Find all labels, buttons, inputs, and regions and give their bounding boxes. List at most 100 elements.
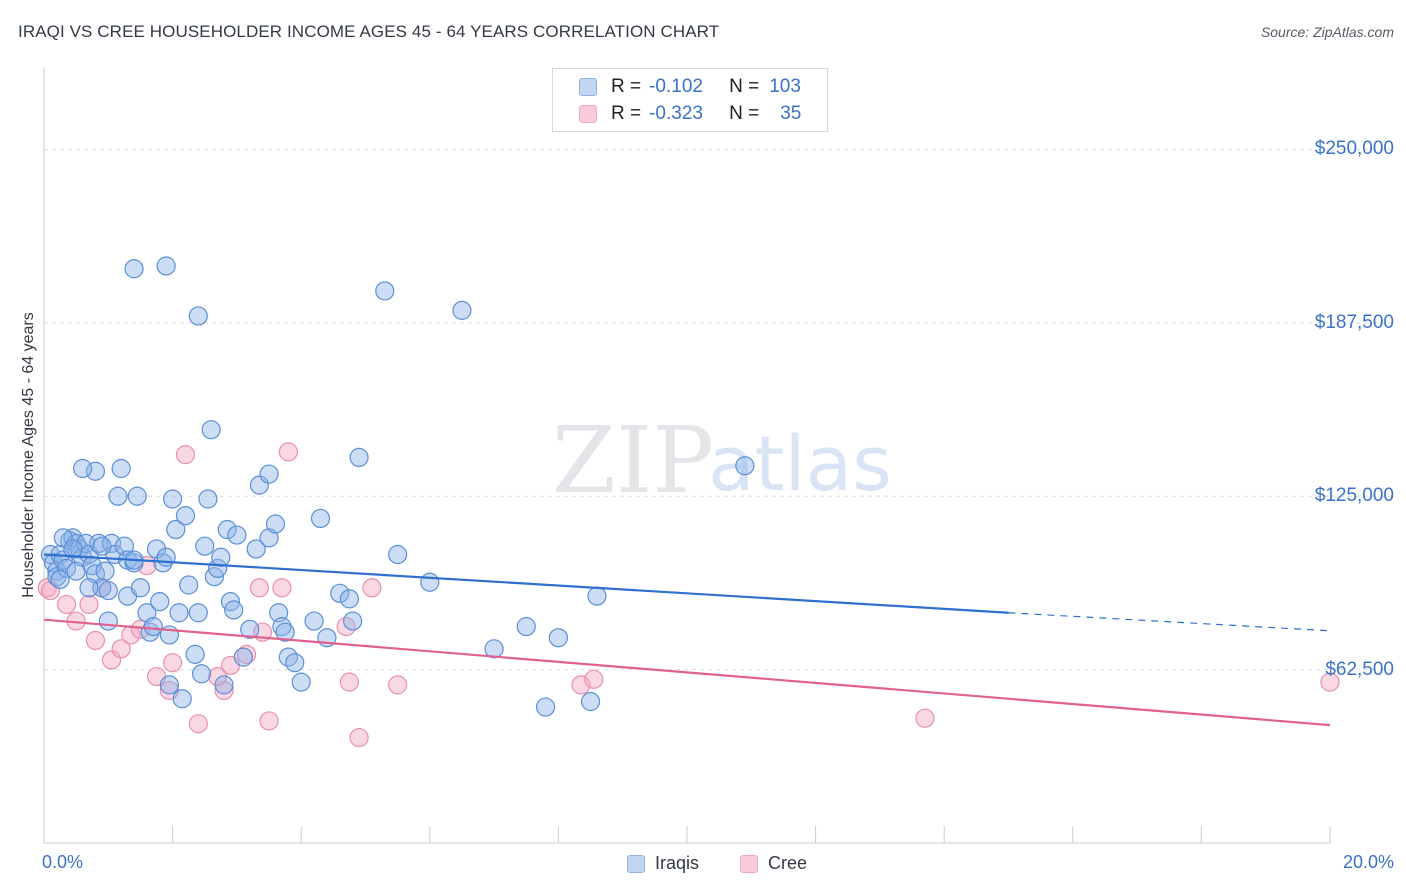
cree-point — [236, 644, 257, 664]
iraqis-point — [79, 578, 99, 598]
iraqis-point — [291, 672, 311, 692]
legend-n-value-cree: 35 — [780, 103, 802, 124]
legend-r-value-cree: -0.323 — [649, 103, 703, 124]
iraqis-point — [587, 586, 607, 606]
cree-point — [584, 669, 604, 689]
watermark-zip: ZIP — [552, 407, 714, 514]
iraqis-point — [188, 306, 208, 326]
legend-n-value-iraqis: 103 — [769, 76, 801, 97]
cree-point — [278, 442, 298, 462]
iraqis-point — [249, 475, 270, 495]
legend-n-label: N = — [729, 103, 760, 124]
iraqis-point — [484, 639, 504, 659]
iraqis-point — [127, 486, 147, 506]
cree-point — [163, 653, 183, 673]
cree-point — [175, 445, 196, 465]
iraqis-point — [272, 617, 292, 637]
iraqis-point — [188, 603, 208, 623]
iraqis-point — [310, 508, 331, 529]
iraqis-point — [169, 603, 189, 623]
iraqis-point — [548, 628, 569, 648]
iraqis-point — [259, 464, 279, 484]
iraqis-point — [349, 447, 369, 468]
cree-point — [85, 630, 106, 651]
source-label: Source: ZipAtlas.com — [1260, 24, 1394, 40]
cree-point — [101, 650, 122, 670]
iraqis-point — [580, 691, 601, 712]
iraqis-point — [240, 619, 260, 639]
iraqis-point — [50, 569, 70, 590]
iraqis-point — [275, 622, 295, 642]
cree-point — [915, 708, 935, 728]
cree-point — [56, 594, 77, 615]
legend-n-label: N = — [729, 76, 760, 97]
iraqis-point — [53, 528, 73, 548]
iraqis-point — [535, 697, 556, 717]
iraqis-point — [159, 675, 179, 695]
cree-swatch — [579, 105, 597, 123]
cree-point — [79, 594, 99, 615]
iraqis-point — [198, 489, 218, 509]
iraqis-point — [111, 458, 131, 479]
trend-lines — [43, 553, 1331, 727]
iraqis-point — [211, 547, 231, 567]
iraqis-point — [47, 567, 67, 587]
iraqis-point — [339, 589, 360, 609]
y-tick-label: $187,500 — [1314, 311, 1394, 333]
cree-point — [259, 711, 279, 731]
legend-row-cree: R = -0.323 N = 35 — [579, 101, 801, 127]
y-tick-label: $125,000 — [1314, 485, 1394, 507]
iraqis-point — [95, 561, 115, 581]
iraqis-point — [143, 617, 163, 637]
bottom-legend-iraqis: Iraqis — [627, 853, 699, 874]
iraqis-point — [227, 525, 247, 545]
iraqis-point — [179, 575, 199, 595]
cree-point — [349, 727, 369, 748]
iraqis-point — [233, 647, 253, 667]
iraqis-point — [72, 458, 93, 479]
iraqis-point — [124, 259, 144, 279]
cree-point — [272, 578, 292, 598]
cree-point — [1320, 672, 1340, 692]
cree-point — [111, 639, 131, 659]
iraqis-point — [108, 486, 128, 506]
axes — [43, 68, 1331, 844]
iraqis-point — [304, 611, 324, 631]
iraqis-trend-extension — [1008, 612, 1331, 632]
iraqis-point — [191, 664, 212, 684]
iraqis-swatch — [579, 78, 597, 96]
iraqis-point — [92, 536, 112, 556]
iraqis-point — [246, 539, 266, 559]
bottom-legend-iraqis-label: Iraqis — [655, 853, 700, 873]
iraqis-point — [98, 611, 118, 631]
cree-point — [188, 714, 208, 734]
iraqis-point — [330, 583, 350, 603]
watermark-atlas: atlas — [708, 419, 892, 508]
cree-point — [339, 672, 360, 692]
iraqis-point — [150, 592, 170, 612]
iraqis-point — [217, 519, 237, 540]
cree-point — [214, 680, 234, 701]
iraqis-point — [156, 256, 176, 276]
x-tick-label-max: 20.0% — [1342, 852, 1394, 872]
bottom-legend-cree: Cree — [740, 853, 807, 874]
correlation-legend: R = -0.102 N = 103 R = -0.323 N = 35 — [552, 68, 828, 132]
iraqis-point — [166, 519, 186, 540]
iraqis-point — [98, 580, 118, 601]
iraqis-point — [224, 600, 244, 620]
iraqis-point — [195, 536, 215, 556]
iraqis-point — [516, 617, 536, 637]
iraqis-point — [214, 675, 234, 695]
iraqis-point — [735, 456, 755, 476]
y-tick-label: $62,500 — [1325, 658, 1394, 680]
chart-title: IRAQI VS CREE HOUSEHOLDER INCOME AGES 45… — [18, 22, 720, 41]
cree-point — [388, 675, 408, 695]
iraqis-point — [185, 644, 205, 664]
iraqis-point — [172, 689, 192, 709]
iraqis-point — [201, 420, 221, 440]
iraqis-point — [420, 572, 440, 592]
legend-r-value-iraqis: -0.102 — [649, 76, 703, 97]
x-tick-label-min: 0.0% — [42, 852, 84, 872]
iraqis-point — [156, 547, 176, 567]
